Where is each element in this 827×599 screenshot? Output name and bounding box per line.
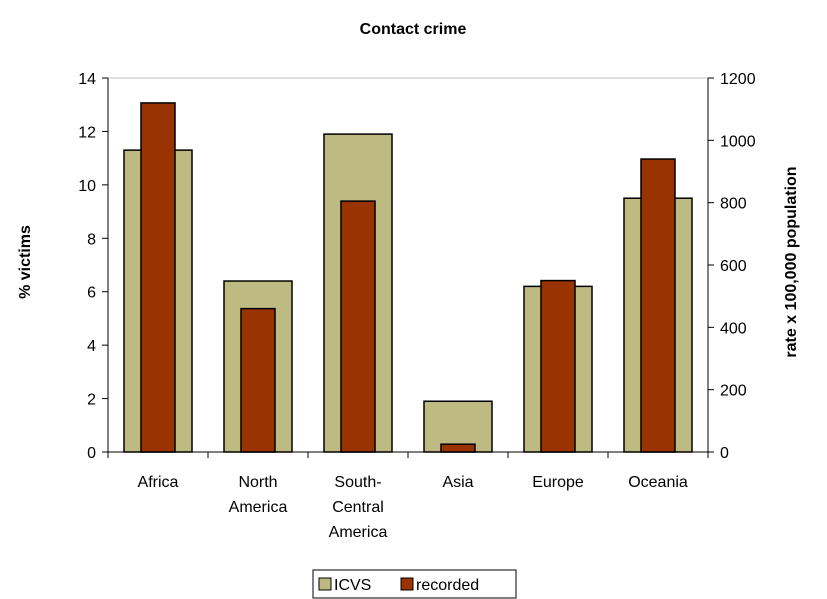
left-tick-label: 6 [87,285,96,302]
right-tick-label: 1000 [720,133,756,150]
category-label: Central [332,499,384,516]
category-label: South- [334,474,381,491]
category-label: Europe [532,474,584,491]
bar-recorded [140,102,176,453]
category-label: North [238,474,277,491]
category-labels: Africa North America South- Central America As… [138,474,688,541]
right-tick-label: 200 [720,383,747,400]
category-label: Oceania [628,474,688,491]
legend-box [312,569,517,599]
left-axis-ticks: 0 2 4 6 8 10 12 14 [78,71,108,462]
left-tick-label: 12 [78,124,96,141]
legend-label-recorded: recorded [416,577,479,594]
left-tick-label: 10 [78,178,96,195]
right-tick-label: 0 [720,445,729,462]
left-tick-label: 14 [78,71,96,88]
right-axis-title: rate x 100,000 population [783,166,800,357]
chart-title: Contact crime [360,21,467,38]
left-tick-label: 2 [87,392,96,409]
legend-swatch-recorded [400,577,414,591]
plot-area [107,77,709,453]
legend-swatch-icvs [318,577,332,591]
left-tick-label: 0 [87,445,96,462]
bar-recorded [640,158,676,453]
category-label: Africa [138,474,179,491]
bar-recorded [440,443,476,453]
right-tick-label: 800 [720,196,747,213]
right-tick-label: 400 [720,320,747,337]
plot-frame [107,77,709,453]
right-axis-ticks: 0 200 400 600 800 1000 1200 [708,71,756,462]
bar-recorded [540,279,576,453]
category-label: America [329,524,388,541]
bar-recorded [340,200,376,453]
left-axis-title: % victims [17,225,34,299]
category-label: America [229,499,288,516]
legend-label-icvs: ICVS [334,577,371,594]
category-label: Asia [442,474,473,491]
right-tick-label: 600 [720,258,747,275]
right-tick-label: 1200 [720,71,756,88]
bar-recorded [240,307,276,453]
legend: ICVS recorded [312,569,517,599]
left-tick-label: 8 [87,231,96,248]
left-tick-label: 4 [87,338,96,355]
